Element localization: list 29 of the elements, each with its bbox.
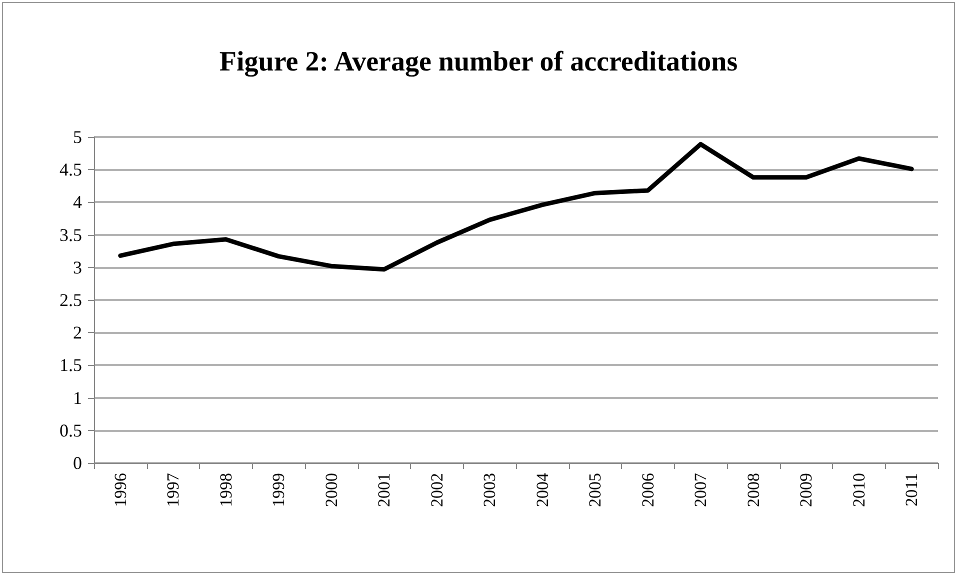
x-tick-label: 2002 [427, 473, 446, 507]
x-tick-label: 1996 [110, 473, 130, 507]
y-tick-label: 2.5 [60, 290, 82, 310]
y-tick-label: 0 [73, 453, 82, 473]
x-tick-label: 2006 [638, 473, 658, 507]
x-tick-label: 2008 [744, 473, 763, 507]
y-tick-label: 1 [73, 388, 82, 408]
chart-title: Figure 2: Average number of accreditations [219, 46, 738, 78]
x-tick-label: 1998 [216, 473, 236, 507]
x-tick-label: 2000 [322, 473, 341, 507]
line-series [118, 142, 914, 272]
x-tick-label: 2005 [586, 473, 605, 507]
x-tick-label: 1999 [269, 473, 288, 507]
y-tick-label: 1.5 [60, 355, 82, 376]
x-tick-label: 2001 [374, 473, 394, 507]
y-tick-label: 2 [73, 322, 82, 343]
y-tick-label: 0.5 [60, 420, 82, 440]
x-tick-label: 2011 [902, 473, 922, 506]
y-tick-label: 5 [73, 127, 82, 147]
y-tick-label: 3 [73, 257, 82, 278]
y-tick-label: 4 [73, 192, 82, 212]
x-tick-label: 2004 [532, 472, 552, 507]
x-tick-label: 2003 [480, 473, 500, 507]
x-tick-label: 2009 [796, 473, 816, 507]
x-tick-label: 2007 [691, 472, 710, 507]
y-tick-label: 4.5 [60, 160, 82, 180]
y-tick-label: 3.5 [60, 224, 82, 245]
x-tick-label: 2010 [849, 473, 868, 507]
x-tick-label: 1997 [164, 472, 183, 507]
